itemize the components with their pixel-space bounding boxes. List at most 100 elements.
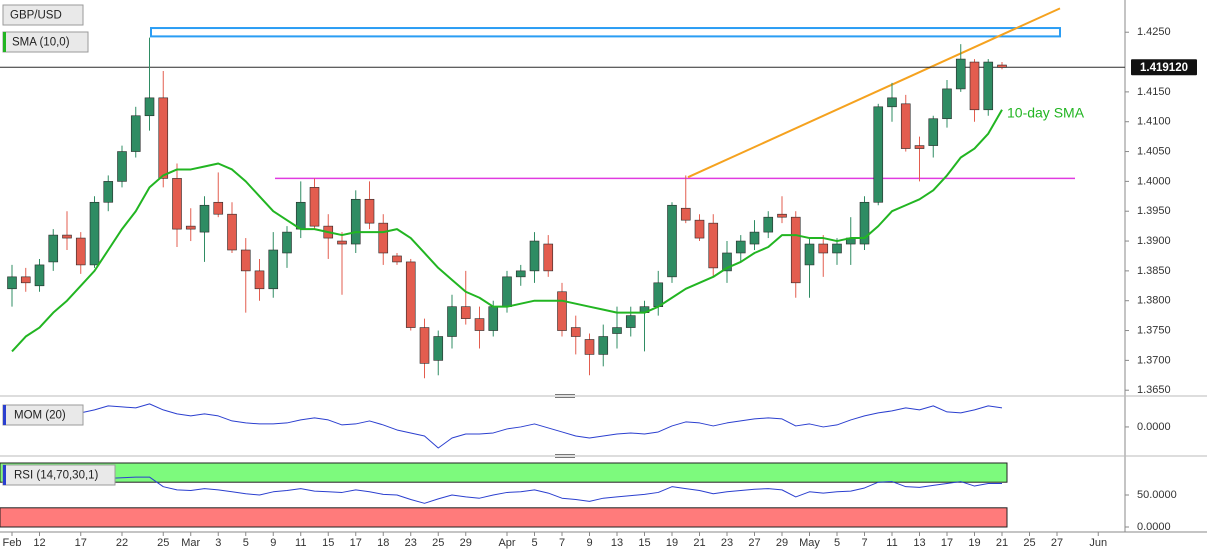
x-tick-label: 25 [157,537,169,549]
plot-layer [0,7,1125,504]
candle-body [419,327,430,364]
x-tick-label: 29 [776,537,788,549]
x-tick-label: 17 [75,537,87,549]
candle-body [914,145,925,149]
candle-body [708,222,719,269]
annotation: 10-day SMA [1007,105,1085,121]
candle-body [213,201,224,215]
candle-body [584,339,595,355]
x-tick-label: 13 [913,537,925,549]
candle-body [282,231,292,254]
last-price-label: 1.419120 [1140,62,1188,74]
x-tick-label: 29 [460,537,472,549]
legend-symbol[interactable]: GBP/USD [2,4,84,26]
legend-swatch [3,465,6,485]
legend-rsi[interactable]: RSI (14,70,30,1) [2,464,116,486]
rsi-band [0,462,1008,483]
x-tick-label: May [799,537,820,549]
x-tick-label: 27 [748,537,760,549]
candle-body [570,327,581,337]
separator-grip[interactable] [555,394,575,398]
candle-body [612,327,622,334]
y-tick-label: 1.3900 [1137,235,1171,247]
x-tick-label: 22 [116,537,128,549]
x-tick-label: 25 [432,537,444,549]
candle-body [557,291,567,331]
trend-line [687,7,1061,179]
x-tick-label: 13 [611,537,623,549]
candle-body [158,97,169,179]
legend-sma[interactable]: SMA (10,0) [2,31,89,53]
candle-body [75,237,86,266]
candle-body [227,213,237,251]
candle-body [405,261,416,328]
separator-grip[interactable] [555,454,575,458]
legend-label: SMA (10,0) [12,37,70,49]
x-tick-label: 7 [861,537,867,549]
x-tick-label: Jun [1089,537,1107,549]
candle-body [103,181,114,203]
candle-body [502,276,512,307]
candle-body [295,201,306,230]
y-tick-label: 1.3800 [1137,295,1171,307]
candle-body [873,106,884,203]
x-tick-label: 21 [996,537,1008,549]
candle-body [34,264,45,287]
candle-body [268,249,279,290]
symbol-label: GBP/USD [10,10,62,22]
candle-body [763,216,774,233]
candle-body [777,213,787,218]
candle-body [680,207,691,221]
x-tick-label: 9 [270,537,276,549]
resistance-zone [150,27,1061,38]
candle-body [460,306,471,319]
candle-body [969,61,980,111]
candle-body [378,222,389,254]
x-tick-label: 5 [531,537,537,549]
x-tick-label: 11 [295,537,306,549]
candle-body [625,315,636,328]
legend-mom[interactable]: MOM (20) [2,404,84,426]
candle-body [172,178,182,230]
candle-body [694,219,705,239]
candle-body [804,243,815,266]
candle-body [20,276,31,284]
sma-line [11,109,1003,353]
x-tick-label: 15 [638,537,650,549]
rsi-band [0,507,1008,528]
candle-body [488,306,499,331]
indicator-line [11,403,1003,449]
candle-body [790,216,801,284]
candle-body [722,252,732,272]
candle-body [433,336,444,361]
legend-swatch [3,405,6,425]
x-tick-label: 3 [215,537,221,549]
candle-body [818,243,829,254]
x-tick-label: 5 [834,537,840,549]
bands-layer [0,462,1008,528]
candle-body [199,204,210,233]
y-tick-label: 1.4250 [1137,26,1171,38]
x-tick-label: 15 [322,537,334,549]
x-tick-label: 9 [586,537,592,549]
x-tick-label: 25 [1023,537,1035,549]
candle-body [447,306,457,337]
indicator-line [11,476,1002,504]
y-tick-label: 1.3850 [1137,265,1171,277]
y-tick-label: 0.0000 [1137,521,1171,533]
x-tick-label: 12 [33,537,45,549]
legend-label: MOM (20) [14,410,66,422]
candle-body [942,88,952,120]
x-tick-label: Feb [3,537,22,549]
candle-body [364,198,375,224]
x-tick-label: 19 [666,537,678,549]
candle-body [144,97,155,117]
candle-body [7,276,17,290]
x-tick-label: 11 [886,537,897,549]
candle-body [350,198,361,245]
y-tick-label: 1.3650 [1137,384,1171,396]
x-tick-label: 17 [941,537,953,549]
candle-body [749,231,760,245]
